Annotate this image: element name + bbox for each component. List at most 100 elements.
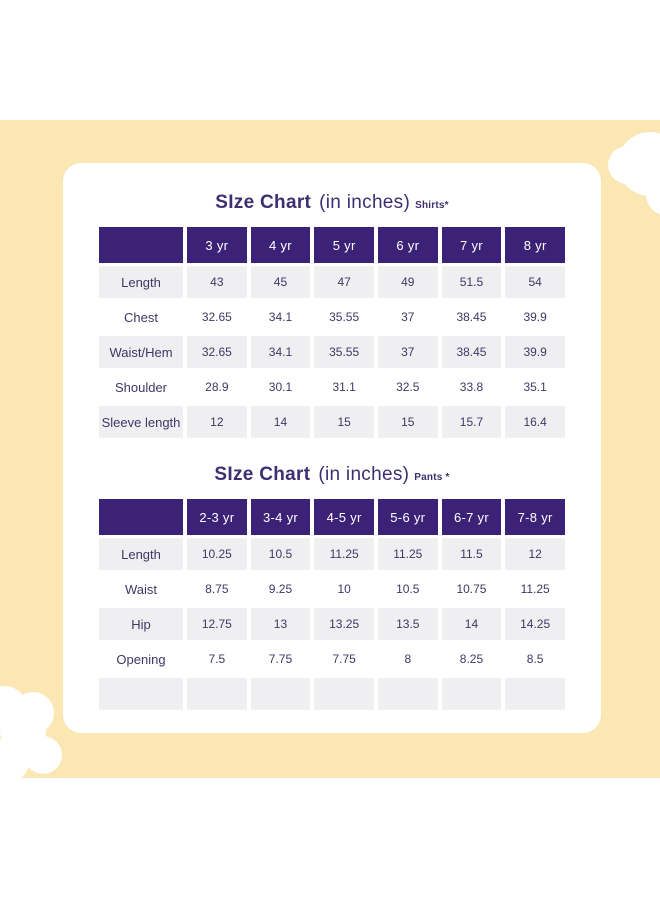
value-cell: 51.5 [441, 266, 502, 298]
size-chart-card: SIze Chart (in inches) Shirts* 3 yr 4 yr 5… [63, 163, 601, 733]
value-cell: 37 [377, 336, 438, 368]
value-cell: 39.9 [505, 336, 565, 368]
cloud-puff [646, 172, 660, 216]
header-age-cell: 4-5 yr [314, 499, 374, 535]
value-cell: 8.25 [459, 652, 484, 666]
value-cell: 10.75 [456, 582, 487, 596]
shirts-title: SIze Chart (in inches) Shirts* [63, 191, 601, 218]
shirts-table-body: Length 43 45 47 49 51.5 54 Chest 32.65 34.1 35.55 3… [99, 266, 565, 438]
value-cell: 14 [250, 406, 311, 438]
cloud-puff [608, 146, 646, 184]
header-age-cell: 5 yr [314, 227, 374, 263]
value-cell: 11.5 [441, 538, 502, 570]
value-cell: 39.9 [523, 310, 547, 324]
header-age-cell: 4 yr [250, 227, 311, 263]
pants-title: SIze Chart (in inches) Pants * [63, 463, 601, 490]
header-age-cell: 3 yr [187, 227, 247, 263]
table-row: Shoulder 28.9 30.1 31.1 32.5 33.8 35.1 [99, 371, 565, 403]
value-cell: 47 [314, 266, 374, 298]
value-cell: 11.25 [520, 582, 550, 596]
value-cell: 14 [441, 608, 502, 640]
pants-size-table: 2-3 yr 3-4 yr 4-5 yr 5-6 yr 6-7 yr 7-8 yr Len… [95, 496, 569, 713]
value-cell: 37 [401, 310, 415, 324]
value-cell: 14.25 [505, 608, 565, 640]
value-cell: 43 [187, 266, 247, 298]
value-cell [505, 678, 565, 710]
value-cell: 12 [505, 538, 565, 570]
row-label-cell: Chest [124, 309, 158, 325]
header-age-cell: 7 yr [441, 227, 502, 263]
value-cell: 45 [250, 266, 311, 298]
value-cell: 31.1 [332, 380, 356, 394]
header-label-cell [99, 227, 183, 263]
header-age-cell: 6-7 yr [441, 499, 502, 535]
value-cell: 15 [314, 406, 374, 438]
row-label-cell: Shoulder [114, 379, 168, 395]
header-age-cell: 3-4 yr [250, 499, 311, 535]
value-cell: 35.55 [329, 310, 360, 324]
value-cell: 12 [187, 406, 247, 438]
value-cell [187, 678, 247, 710]
row-label-cell [99, 678, 183, 710]
value-cell: 34.1 [268, 310, 293, 324]
value-cell: 15 [377, 406, 438, 438]
value-cell: 7.75 [268, 652, 293, 666]
value-cell: 16.4 [505, 406, 565, 438]
table-row: Sleeve length 12 14 15 15 15.7 16.4 [99, 406, 565, 438]
shirts-title-units: (in inches) [319, 192, 411, 213]
row-label-cell: Opening [116, 651, 166, 667]
value-cell: 32.5 [396, 380, 420, 394]
value-cell: 7.5 [208, 652, 226, 666]
row-label-cell: Length [99, 266, 183, 298]
shirts-section: SIze Chart (in inches) Shirts* 3 yr 4 yr 5… [63, 191, 601, 441]
row-label-cell: Length [99, 538, 183, 570]
value-cell [441, 678, 502, 710]
value-cell: 8.5 [526, 652, 544, 666]
value-cell: 35.55 [314, 336, 374, 368]
table-row: Length 43 45 47 49 51.5 54 [99, 266, 565, 298]
value-cell [250, 678, 311, 710]
value-cell: 10.5 [396, 582, 420, 596]
value-cell: 35.1 [523, 380, 547, 394]
shirts-title-note: Shirts* [415, 200, 449, 211]
value-cell: 32.65 [187, 336, 247, 368]
shirts-size-table: 3 yr 4 yr 5 yr 6 yr 7 yr 8 yr Length 43 45 47 49 5… [95, 224, 569, 441]
header-row: 2-3 yr 3-4 yr 4-5 yr 5-6 yr 6-7 yr 7-8 yr [99, 499, 565, 535]
value-cell: 10 [337, 582, 351, 596]
value-cell: 32.65 [201, 310, 232, 324]
row-label-cell: Waist [124, 581, 158, 597]
value-cell: 49 [377, 266, 438, 298]
header-age-cell: 2-3 yr [187, 499, 247, 535]
table-row [99, 678, 565, 710]
header-row: 3 yr 4 yr 5 yr 6 yr 7 yr 8 yr [99, 227, 565, 263]
header-age-cell: 5-6 yr [377, 499, 438, 535]
header-age-cell: 6 yr [377, 227, 438, 263]
pants-title-note: Pants * [414, 472, 450, 483]
value-cell: 28.9 [205, 380, 229, 394]
value-cell: 8 [404, 652, 412, 666]
value-cell: 11.25 [314, 538, 374, 570]
pants-table-body: Length 10.25 10.5 11.25 11.25 11.5 12 Waist 8.75… [99, 538, 565, 710]
value-cell [314, 678, 374, 710]
value-cell: 33.8 [459, 380, 484, 394]
table-row: Waist/Hem 32.65 34.1 35.55 37 38.45 39.9 [99, 336, 565, 368]
pants-title-text: SIze Chart [214, 464, 311, 485]
table-row: Chest 32.65 34.1 35.55 37 38.45 39.9 [99, 301, 565, 333]
table-row: Opening 7.5 7.75 7.75 8 8.25 8.5 [99, 643, 565, 675]
value-cell: 7.75 [332, 652, 356, 666]
value-cell: 15.7 [441, 406, 502, 438]
table-row: Waist 8.75 9.25 10 10.5 10.75 11.25 [99, 573, 565, 605]
header-age-cell: 7-8 yr [505, 499, 565, 535]
cloud-puff [24, 736, 62, 774]
value-cell: 8.75 [205, 582, 229, 596]
value-cell: 38.45 [441, 336, 502, 368]
shirts-table-header: 3 yr 4 yr 5 yr 6 yr 7 yr 8 yr [99, 227, 565, 263]
value-cell: 34.1 [250, 336, 311, 368]
value-cell: 10.25 [187, 538, 247, 570]
value-cell: 13 [250, 608, 311, 640]
table-row: Length 10.25 10.5 11.25 11.25 11.5 12 [99, 538, 565, 570]
value-cell: 13.25 [314, 608, 374, 640]
table-row: Hip 12.75 13 13.25 13.5 14 14.25 [99, 608, 565, 640]
value-cell [377, 678, 438, 710]
row-label-cell: Waist/Hem [99, 336, 183, 368]
